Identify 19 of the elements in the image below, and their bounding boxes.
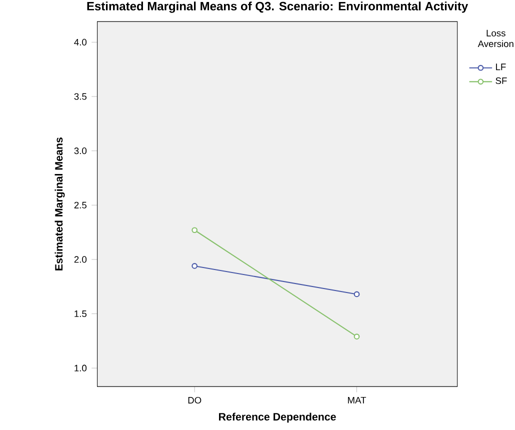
y-tick-label: 3.0 <box>74 148 87 154</box>
chart-title: Estimated Marginal Means of Q3. Scenario: Environmental Activity <box>87 2 468 13</box>
point <box>354 334 360 340</box>
legend-title: Loss Aversion <box>478 30 514 48</box>
y-tick-label: 3.5 <box>74 93 86 100</box>
y-tick-label: 4.0 <box>74 38 87 46</box>
point <box>192 227 198 234</box>
y-tick-label: 1.5 <box>74 310 86 318</box>
y-tick-label: 2.0 <box>74 256 87 263</box>
y-tick-label: 1.0 <box>74 364 87 372</box>
point <box>192 263 198 269</box>
legend-label: LF <box>496 64 506 70</box>
legend-label: SF <box>496 77 507 84</box>
point <box>354 291 360 298</box>
x-axis-title: Reference Dependence <box>219 412 336 423</box>
x-tick-label: MAT <box>348 396 366 404</box>
x-tick-label: DO <box>188 396 202 404</box>
y-axis-title: Estimated Marginal Means <box>54 138 65 270</box>
y-tick-label: 2.5 <box>74 202 86 208</box>
